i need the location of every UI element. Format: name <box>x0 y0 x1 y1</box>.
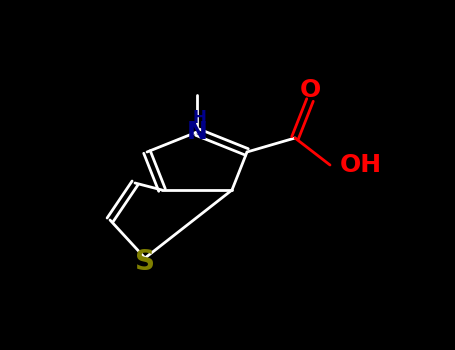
Text: OH: OH <box>340 153 382 177</box>
Text: H: H <box>192 109 206 127</box>
Text: N: N <box>187 120 207 144</box>
Text: O: O <box>299 78 321 102</box>
Text: S: S <box>135 248 155 276</box>
